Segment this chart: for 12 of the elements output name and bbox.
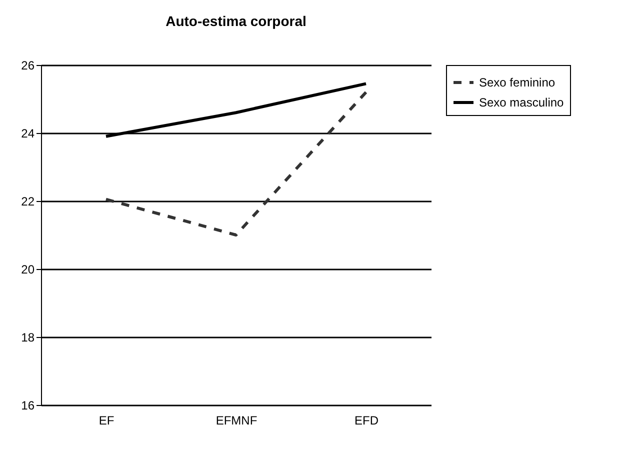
y-tick-label: 20 (21, 262, 35, 276)
y-tick-label: 16 (21, 398, 35, 412)
chart-title: Auto-estima corporal (166, 13, 306, 29)
y-tick-label: 26 (21, 58, 35, 72)
x-tick-label: EF (98, 414, 114, 428)
x-tick-label: EFMNF (216, 414, 258, 428)
y-tick-label: 24 (21, 126, 35, 140)
legend-label: Sexo masculino (479, 96, 564, 110)
y-tick-label: 18 (21, 330, 35, 344)
x-tick-label: EFD (354, 414, 379, 428)
y-tick-label: 22 (21, 194, 35, 208)
legend-label: Sexo feminino (479, 76, 556, 90)
